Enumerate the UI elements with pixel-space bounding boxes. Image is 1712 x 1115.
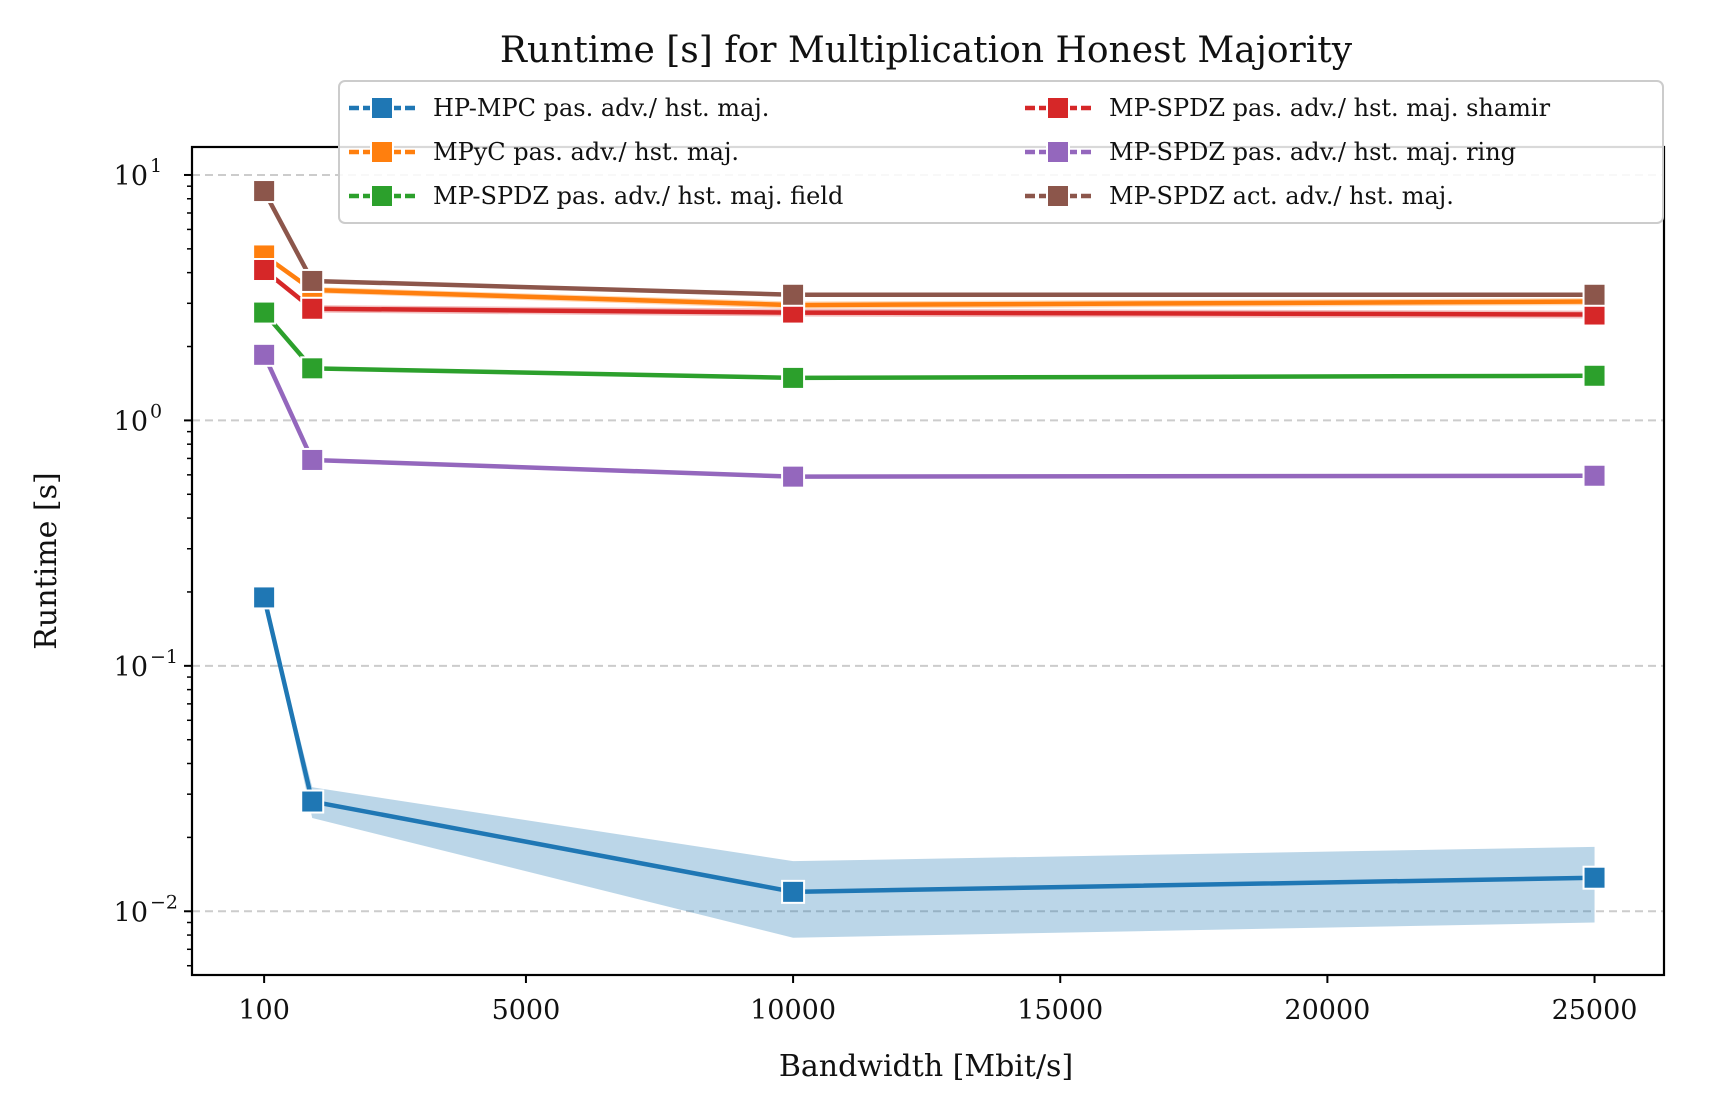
data-point	[300, 356, 325, 381]
series-line	[262, 268, 1595, 317]
data-point	[781, 464, 806, 489]
series-1	[252, 585, 1607, 904]
data-point	[300, 268, 325, 293]
data-point	[1582, 302, 1607, 327]
y-tick-exponent: 1	[150, 155, 162, 177]
legend-marker	[1046, 184, 1070, 208]
confidence-band	[264, 597, 1595, 938]
legend: HP-MPC pas. adv./ hst. maj. MPyC pas. adv…	[338, 80, 1664, 224]
data-point	[1582, 282, 1607, 307]
data-point	[781, 282, 806, 307]
data-point	[300, 789, 325, 814]
data-point	[252, 585, 277, 610]
x-tick-label: 20000	[1284, 995, 1370, 1026]
x-axis-label: Bandwidth [Mbit/s]	[779, 1049, 1073, 1084]
legend-entry: MPyC pas. adv./ hst. maj.	[349, 138, 739, 166]
legend-marker	[1046, 96, 1070, 120]
legend-entry: MP-SPDZ act. adv./ hst. maj.	[1025, 182, 1454, 210]
legend-label: HP-MPC pas. adv./ hst. maj.	[433, 94, 769, 122]
data-point	[252, 342, 277, 367]
y-tick-exponent: 0	[150, 400, 162, 422]
data-point	[252, 179, 277, 204]
legend-label: MP-SPDZ pas. adv./ hst. maj. shamir	[1109, 94, 1551, 122]
data-point	[252, 258, 277, 283]
y-tick-label: 10	[114, 161, 148, 192]
y-tick-exponent: −2	[150, 891, 178, 913]
data-point	[1582, 865, 1607, 890]
y-tick-exponent: −1	[150, 646, 178, 668]
y-tick-label: 10	[114, 652, 148, 683]
legend-label: MP-SPDZ pas. adv./ hst. maj. ring	[1109, 138, 1516, 166]
x-tick-label: 5000	[492, 995, 561, 1026]
series-layer	[252, 179, 1607, 904]
legend-entry: MP-SPDZ pas. adv./ hst. maj. shamir	[1025, 94, 1551, 122]
series-line	[261, 596, 1595, 895]
legend-marker	[370, 140, 394, 164]
legend-marker	[370, 184, 394, 208]
legend-box	[338, 80, 1664, 224]
y-tick-label: 10	[114, 897, 148, 928]
series-6	[252, 179, 1607, 307]
x-tick-label: 25000	[1552, 995, 1638, 1026]
legend-label: MP-SPDZ act. adv./ hst. maj.	[1109, 182, 1454, 210]
data-point	[1582, 463, 1607, 488]
series-4	[252, 258, 1607, 327]
data-point	[252, 300, 277, 325]
series-line	[262, 253, 1595, 308]
y-axis-label: Runtime [s]	[29, 472, 64, 649]
legend-label: MP-SPDZ pas. adv./ hst. maj. field	[433, 182, 843, 210]
data-point	[781, 365, 806, 390]
series-line	[262, 353, 1595, 479]
data-point	[1582, 363, 1607, 388]
legend-marker	[1046, 140, 1070, 164]
chart-title: Runtime [s] for Multiplication Honest Ma…	[500, 30, 1353, 71]
x-tick-label: 10000	[750, 995, 836, 1026]
data-point	[300, 296, 325, 321]
series-line	[262, 311, 1595, 381]
data-point	[300, 447, 325, 472]
x-tick-label: 100	[238, 995, 290, 1026]
legend-entry: HP-MPC pas. adv./ hst. maj.	[349, 94, 769, 122]
y-tick-label: 10	[114, 406, 148, 437]
series-line	[262, 189, 1595, 298]
legend-marker	[370, 96, 394, 120]
confidence-bands	[264, 255, 1595, 938]
legend-entry: MP-SPDZ pas. adv./ hst. maj. field	[349, 182, 843, 210]
legend-label: MPyC pas. adv./ hst. maj.	[433, 138, 739, 166]
legend-entry: MP-SPDZ pas. adv./ hst. maj. ring	[1025, 138, 1516, 166]
series-3	[252, 300, 1607, 390]
data-point	[781, 879, 806, 904]
series-5	[252, 342, 1607, 489]
x-tick-label: 15000	[1017, 995, 1103, 1026]
